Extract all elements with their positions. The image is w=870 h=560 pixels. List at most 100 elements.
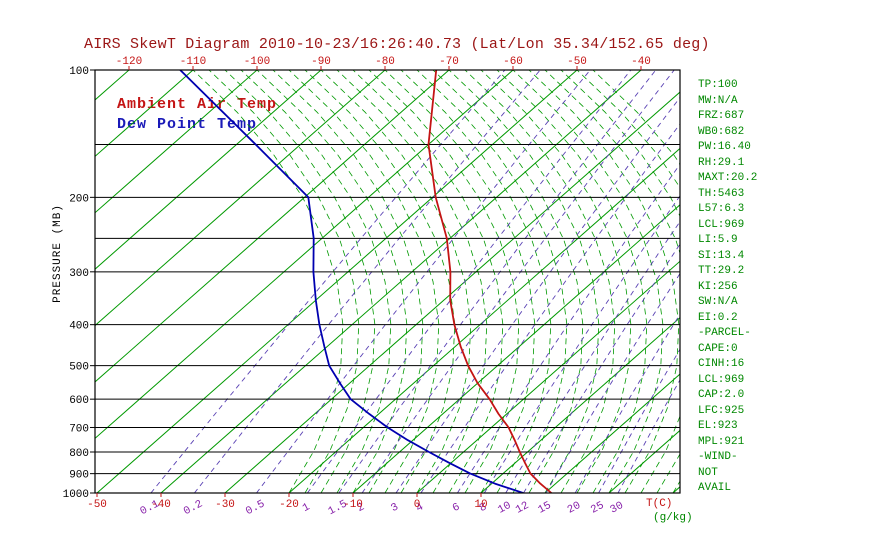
mixing-ratio-line	[574, 313, 680, 493]
mixing-ratio-unit-label: (g/kg)	[653, 512, 693, 524]
moist-adiabat-line	[576, 70, 680, 493]
chart-title: AIRS SkewT Diagram 2010-10-23/16:26:40.7…	[84, 36, 710, 53]
mixing-ratio-line	[545, 272, 680, 493]
grid-layer	[95, 70, 680, 493]
moist-adiabat-line	[208, 70, 360, 493]
mixing-ratio-label: 1	[301, 501, 313, 515]
stat-item: WB0:682	[698, 125, 745, 138]
stat-item: CAPE:0	[698, 342, 738, 355]
bottom-temp-tick-label: -20	[279, 499, 299, 511]
top-temp-tick-label: -60	[503, 56, 523, 68]
top-temp-tick-label: -100	[244, 56, 270, 68]
mixing-ratio-label: 15	[536, 500, 553, 517]
mixing-ratio-line	[361, 70, 675, 493]
stat-item: TP:100	[698, 79, 738, 91]
mixing-ratio-line	[505, 220, 680, 493]
mixing-ratio-label: 10	[496, 500, 513, 517]
pressure-tick-label: 100	[69, 66, 89, 78]
stats-panel: TP:100 MW:N/A FRZ:687 WB0:682 PW:16.40 RH:29.…	[698, 78, 757, 497]
stat-item: TT:29.2	[698, 265, 745, 277]
stat-item: LFC:925	[698, 404, 745, 417]
mixing-ratio-label: 3	[389, 501, 400, 515]
stat-item: -PARCEL-	[698, 327, 751, 339]
stat-item: MPL:921	[698, 435, 745, 448]
isotherm-line	[544, 373, 680, 493]
stat-item: SW:N/A	[698, 296, 738, 308]
stat-item: MAXT:20.2	[698, 172, 758, 184]
moist-adiabat-line	[192, 70, 344, 493]
moist-adiabat-line	[320, 70, 472, 493]
mixing-ratio-label: 4	[414, 501, 426, 515]
pressure-tick-label: 200	[69, 193, 89, 205]
moist-adiabat-line	[336, 70, 488, 493]
mixing-ratio-label: 6	[451, 501, 462, 515]
moist-adiabat-line	[512, 70, 664, 493]
temp-unit-label: T(C)	[646, 498, 673, 510]
moist-adiabat-line	[432, 70, 584, 493]
moist-adiabat-line	[288, 70, 440, 493]
mixing-ratio-label: 0.2	[182, 498, 205, 518]
isotherm-line	[95, 70, 194, 158]
moist-adiabat-line	[240, 70, 392, 493]
bottom-temp-tick-label: -30	[215, 499, 235, 511]
stat-item: RH:29.1	[698, 156, 745, 169]
moist-adiabat-line	[528, 70, 680, 493]
stat-item: L57:6.3	[698, 203, 745, 215]
pressure-tick-label: 900	[69, 470, 89, 482]
bottom-temp-tick-label: -10	[343, 499, 363, 511]
mixing-ratio-line	[194, 70, 541, 493]
moist-adiabat-line	[224, 70, 376, 493]
isotherm-line	[416, 260, 680, 493]
pressure-tick-label: 300	[69, 268, 89, 280]
pressure-tick-label: 700	[69, 423, 89, 435]
isotherm-line	[95, 70, 322, 270]
moist-adiabat-line	[368, 70, 520, 493]
moist-adiabat-line	[384, 70, 536, 493]
mixing-ratio-line	[395, 96, 680, 493]
stat-item: CAP:2.0	[698, 389, 745, 401]
stat-item: LCL:969	[698, 373, 745, 386]
plot-frame	[94, 69, 681, 494]
mixing-ratio-label: 2	[355, 501, 366, 515]
pressure-tick-label: 800	[69, 448, 89, 460]
pressure-tick-label: 400	[69, 321, 89, 333]
mixing-ratio-line	[523, 243, 680, 493]
mixing-ratio-line	[457, 163, 680, 493]
mixing-ratio-line	[256, 70, 591, 493]
stat-item: TH:5463	[698, 187, 745, 200]
moist-adiabat-line	[400, 70, 552, 493]
moist-adiabat-line	[448, 70, 600, 493]
stat-item: KI:256	[698, 280, 738, 293]
bottom-temp-tick-label: -40	[151, 499, 171, 511]
dewpoint-curve	[179, 70, 524, 493]
stat-item: MW:N/A	[698, 94, 738, 107]
top-temp-tick-label: -70	[439, 56, 459, 68]
stat-item: LI:5.9	[698, 234, 738, 246]
stat-item: EL:923	[698, 420, 738, 432]
stat-item: NOT	[698, 466, 718, 479]
mixing-ratio-label: 0.5	[244, 498, 267, 518]
moist-adiabat-line	[592, 70, 680, 165]
bottom-temp-tick-label: -50	[87, 499, 107, 511]
stat-item: -WIND-	[698, 451, 738, 463]
stat-item: AVAIL	[698, 482, 732, 494]
isotherm-line	[95, 70, 386, 327]
isotherm-line	[95, 70, 130, 101]
isotherm-line	[480, 316, 680, 493]
isotherm-line	[95, 70, 514, 440]
stat-item: SI:13.4	[698, 249, 745, 262]
isotherm-line	[95, 70, 258, 214]
top-temp-tick-label: -120	[116, 56, 142, 68]
pressure-tick-label: 500	[69, 362, 89, 374]
top-temp-tick-label: -110	[180, 56, 206, 68]
top-temp-tick-label: -40	[631, 56, 651, 68]
mixing-ratio-label: 8	[478, 501, 489, 515]
bottom-temp-tick-label: 10	[474, 499, 487, 511]
pressure-tick-label: 600	[69, 395, 89, 407]
legend-ambient-temp-label: Ambient Air Temp	[117, 96, 278, 113]
pressure-tick-label: 1000	[63, 489, 89, 501]
top-temp-tick-label: -50	[567, 56, 587, 68]
stat-item: LCL:969	[698, 218, 745, 231]
